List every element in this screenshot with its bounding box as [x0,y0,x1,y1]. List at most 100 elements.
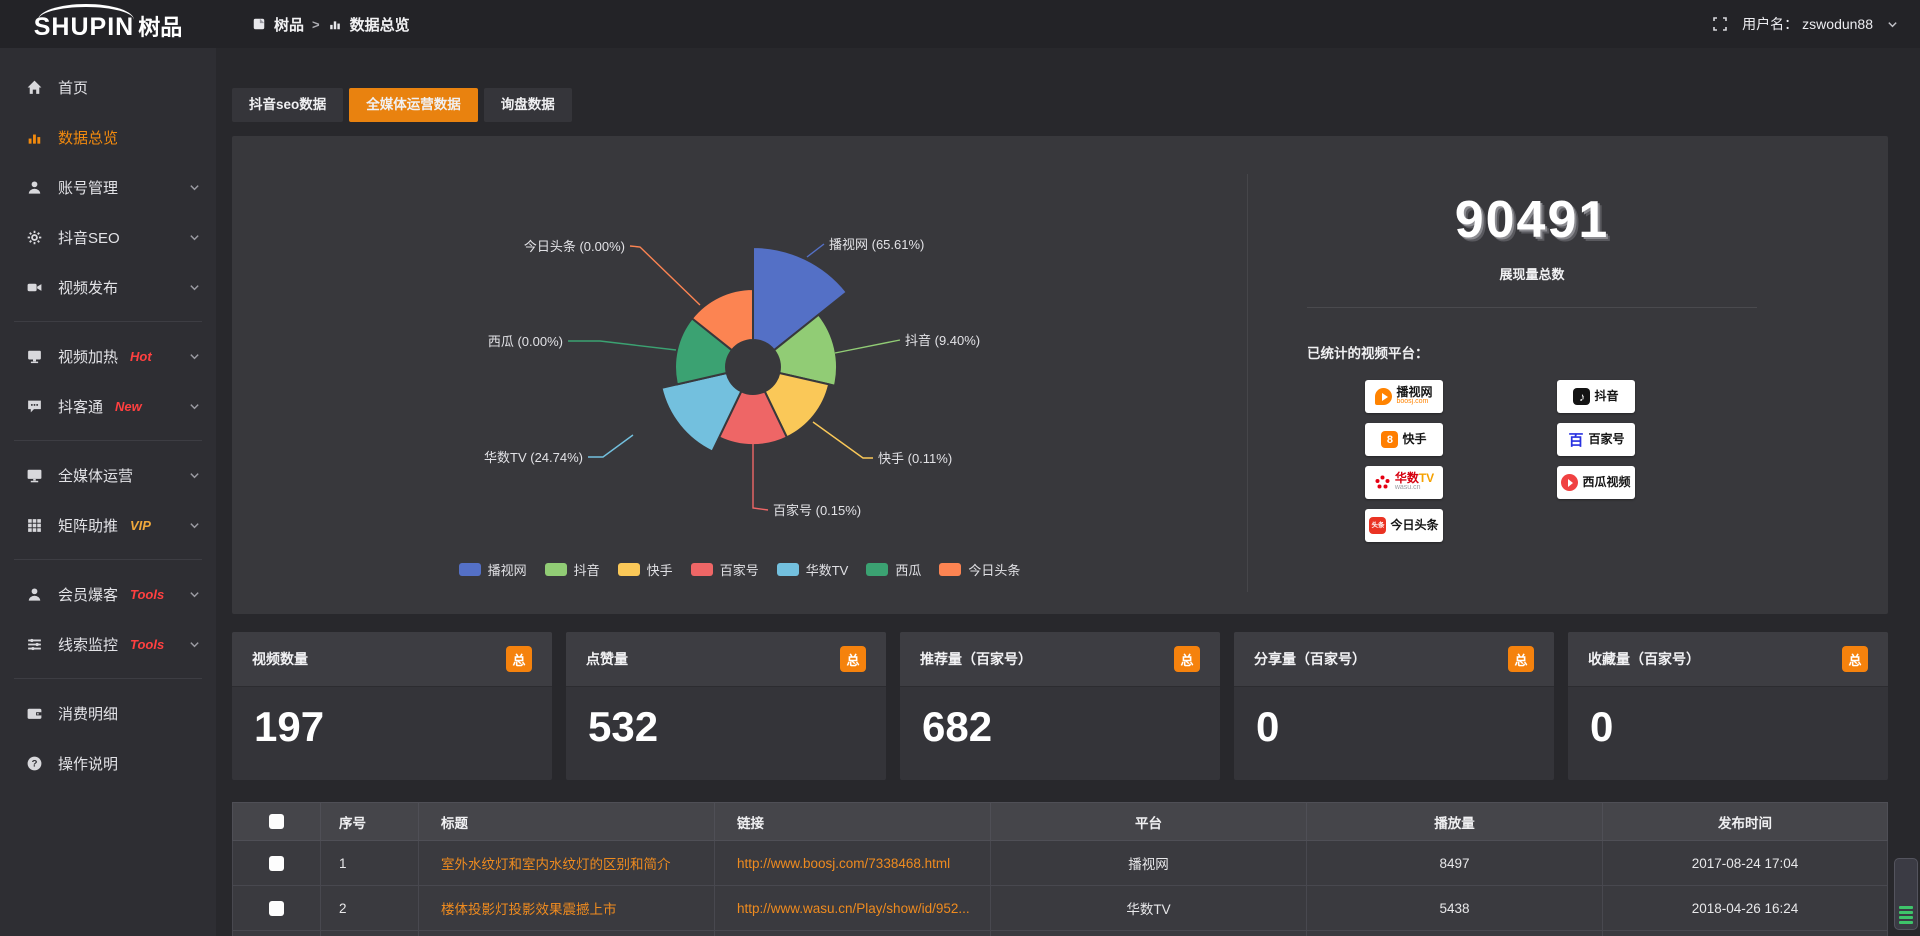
sidebar-item-0[interactable]: 首页 [0,62,216,112]
user-menu-chevron-icon[interactable] [1887,19,1898,30]
sidebar-item-7[interactable]: 全媒体运营 [0,450,216,500]
sidebar-divider [14,321,202,322]
sidebar-item-2[interactable]: 账号管理 [0,162,216,212]
label-line [752,443,769,511]
cell-link[interactable]: http://www.boosj.com/7338468.html [714,840,991,886]
breadcrumb-separator: > [312,16,320,32]
sidebar-item-5[interactable]: 视频加热 Hot [0,331,216,381]
sidebar-item-12[interactable]: ? 操作说明 [0,738,216,788]
pie-label: 百家号 (0.15%) [773,503,861,518]
summary-panel: 90491 展现量总数 已统计的视频平台： 播视网 boosj.com ♪ 抖音 8 … [1307,136,1757,614]
total-badge: 总 [840,646,866,672]
video-table-wrap: 序号 标题 链接 平台 播放量 发布时间 1 室外水纹灯和室内水纹灯的区别和简介… [232,802,1888,936]
breadcrumb: 树品 > 数据总览 [252,14,410,35]
sidebar-item-6[interactable]: 抖客通 New [0,381,216,431]
sidebar-item-label: 视频发布 [58,279,119,297]
tab-2[interactable]: 询盘数据 [483,88,572,122]
baijiahao-logo-icon: 百 [1568,432,1584,449]
sidebar-item-label: 会员爆客 [58,586,119,604]
table-row-partial [232,930,1888,936]
pie-slice-今日头条[interactable] [690,287,754,352]
sidebar-item-9[interactable]: 会员爆客 Tools [0,569,216,619]
summary-divider [1307,307,1757,308]
platform-badge-抖音: ♪ 抖音 [1557,380,1635,413]
legend-item-播视网[interactable]: 播视网 [458,560,527,579]
row-checkbox[interactable] [269,900,284,916]
sidebar-item-4[interactable]: 视频发布 [0,262,216,312]
legend-swatch [939,563,962,576]
sidebar-item-label: 操作说明 [58,755,119,773]
chevron-down-icon [189,589,200,600]
chevron-down-icon [189,520,200,531]
total-impressions-label: 展现量总数 [1499,267,1565,282]
pie-slice-华数TV[interactable] [660,371,743,453]
pie-label: 抖音 (9.40%) [905,333,980,348]
chevron-down-icon [189,182,200,193]
pie-slice-播视网[interactable] [752,245,849,352]
chat-icon [24,396,44,416]
wasu-logo-icon [1375,475,1390,489]
label-line [588,434,634,458]
media-icon [24,465,44,485]
stat-card-1: 点赞量 总 532 [566,632,886,780]
sidebar-item-label: 全媒体运营 [58,467,134,485]
legend-item-华数TV[interactable]: 华数TV [776,560,848,579]
legend-item-快手[interactable]: 快手 [617,560,673,579]
select-all-checkbox[interactable] [269,814,284,830]
legend-item-抖音[interactable]: 抖音 [544,560,600,579]
chevron-down-icon [189,639,200,650]
pie-slice-抖音[interactable] [772,313,838,387]
pie-slice-西瓜[interactable] [674,316,734,386]
chevron-down-icon [189,401,200,412]
fullscreen-icon[interactable] [1712,16,1728,32]
sidebar-item-1[interactable]: 数据总览 [0,112,216,162]
sidebar-divider [14,678,202,679]
video-table: 序号 标题 链接 平台 播放量 发布时间 1 室外水纹灯和室内水纹灯的区别和简介… [232,802,1888,936]
floating-widget[interactable] [1894,858,1918,930]
cell-plays: 8497 [1306,840,1603,886]
platform-badge-西瓜视频: 西瓜视频 [1557,466,1635,499]
pie-slice-百家号[interactable] [717,389,789,447]
platform-share-chart: 播视网 (65.61%) 抖音 (9.40%) 快手 (0.11%) 百家号 (0.1… [232,136,1247,614]
wallet-icon [24,703,44,723]
legend-item-百家号[interactable]: 百家号 [690,560,759,579]
sidebar-badge: Tools [130,636,165,652]
cell-title[interactable]: 楼体投影灯投影效果震撼上市 [418,885,715,931]
pie-label: 西瓜 (0.00%) [488,334,563,349]
cell-link[interactable]: http://www.wasu.cn/Play/show/id/952... [714,885,991,931]
platform-badge-播视网: 播视网 boosj.com [1365,380,1443,413]
leads-icon [24,634,44,654]
sidebar-item-8[interactable]: 矩阵助推 VIP [0,500,216,550]
widget-bar [1899,916,1913,919]
legend-item-西瓜[interactable]: 西瓜 [866,560,921,579]
tab-0[interactable]: 抖音seo数据 [232,88,344,122]
tab-1[interactable]: 全媒体运营数据 [349,88,478,122]
cell-platform: 播视网 [990,840,1307,886]
breadcrumb-current: 数据总览 [349,16,410,34]
sidebar-item-label: 首页 [58,79,89,97]
sidebar-divider [14,559,202,560]
app-logo[interactable]: SHUPIN 树品 [0,0,216,48]
video-publish-icon [24,277,44,297]
pie-label: 快手 (0.11%) [878,451,952,466]
sidebar-item-11[interactable]: 消费明细 [0,688,216,738]
stat-card-title: 收藏量（百家号） [1588,651,1700,667]
sidebar-badge: Tools [130,586,165,602]
xigua-logo-icon [1561,474,1579,491]
sidebar-item-10[interactable]: 线索监控 Tools [0,619,216,669]
total-badge: 总 [506,646,532,672]
cell-time: 2017-08-24 17:04 [1602,840,1888,886]
select-all-cell [232,802,321,841]
pie-slice-快手[interactable] [763,371,831,439]
member-icon [24,584,44,604]
row-checkbox[interactable] [269,855,284,871]
breadcrumb-root[interactable]: 树品 [274,16,305,34]
stat-card-0: 视频数量 总 197 [232,632,552,780]
username[interactable]: zswodun88 [1802,16,1873,32]
sidebar-item-3[interactable]: 抖音SEO [0,212,216,262]
cell-title[interactable]: 室外水纹灯和室内水纹灯的区别和简介 [418,840,715,886]
rose-pie-chart[interactable]: 播视网 (65.61%) 抖音 (9.40%) 快手 (0.11%) 百家号 (0.1… [232,136,1247,614]
panel-divider [1247,174,1248,592]
legend-item-今日头条[interactable]: 今日头条 [939,560,1020,579]
chart-legend: 播视网 抖音 快手 百家号 华数TV 西瓜 今日头条 [232,560,1247,579]
